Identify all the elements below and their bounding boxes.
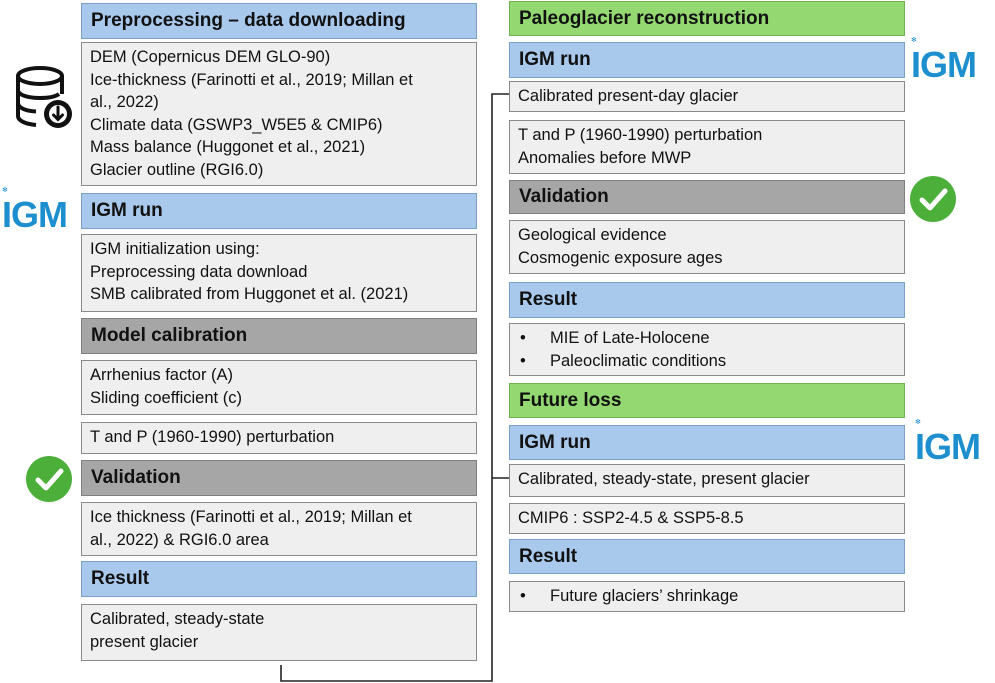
perturbation-item: T and P (1960-1990) perturbation [90, 428, 335, 446]
igm-logo: ✻ IGM [913, 418, 995, 462]
igm-logo-text: IGM [911, 44, 976, 80]
igm-run-header-right: IGM run [509, 42, 905, 78]
igm-init-item: IGM initialization using: [90, 240, 260, 258]
validation-header-right: Validation [509, 180, 905, 214]
validation-item: Geological evidence [518, 226, 667, 244]
preprocessing-item: al., 2022) [90, 93, 159, 111]
bullet-mark: • [520, 329, 526, 347]
calibration-item: Sliding coefficient (c) [90, 388, 242, 407]
preprocessing-item: Glacier outline (RGI6.0) [90, 160, 264, 179]
checkmark-icon [25, 455, 73, 503]
result-item: Calibrated, steady-state [90, 610, 265, 628]
calibrated-present-content: Calibrated present-day glacier [509, 81, 905, 112]
validation-item: al., 2022) & RGI6.0 area [90, 530, 269, 549]
validation-content-left: Ice thickness (Farinotti et al., 2019; M… [81, 502, 477, 556]
result-bullet: • Future glaciers’ shrinkage [518, 585, 898, 608]
validation-item: Cosmogenic exposure ages [518, 248, 723, 267]
perturbation-item: T and P (1960-1990) perturbation [518, 126, 763, 144]
calibrated-steady-item: Calibrated, steady-state, present glacie… [518, 470, 810, 488]
preprocessing-item: Climate data (GSWP3_W5E5 & CMIP6) [90, 115, 383, 134]
calibration-item: Arrhenius factor (A) [90, 366, 234, 384]
bullet-text: MIE of Late-Holocene [550, 329, 710, 347]
result-item: present glacier [90, 632, 199, 651]
bullet-text: Future glaciers’ shrinkage [550, 587, 739, 605]
result-label: Result [519, 545, 578, 567]
paleoglacier-label: Paleoglacier reconstruction [519, 7, 770, 29]
checkmark-icon [909, 175, 957, 223]
igm-run-header-label: IGM run [91, 200, 163, 221]
result-bullet: • MIE of Late-Holocene [518, 327, 898, 350]
paleoglacier-header: Paleoglacier reconstruction [509, 1, 905, 36]
result-header-left: Result [81, 561, 477, 597]
result-content-right: • MIE of Late-Holocene • Paleoclimatic con… [509, 323, 905, 376]
preprocessing-content: DEM (Copernicus DEM GLO-90) Ice-thicknes… [81, 42, 477, 186]
database-download-icon [14, 64, 74, 130]
bullet-mark: • [520, 587, 526, 605]
calibration-content: Arrhenius factor (A) Sliding coefficient… [81, 360, 477, 415]
bullet-text: Paleoclimatic conditions [550, 351, 727, 370]
igm-init-item: SMB calibrated from Huggonet et al. (202… [90, 285, 409, 303]
cmip6-item: CMIP6 : SSP2-4.5 & SSP5-8.5 [518, 509, 744, 527]
svg-text:✻: ✻ [911, 36, 917, 44]
future-loss-header: Future loss [509, 383, 905, 418]
igm-init-content: IGM initialization using: Preprocessing … [81, 234, 477, 312]
validation-label: Validation [91, 467, 181, 488]
result-label: Result [91, 568, 150, 589]
igm-run-header-label: IGM run [519, 431, 591, 453]
svg-text:✻: ✻ [2, 186, 8, 194]
future-result-content: • Future glaciers’ shrinkage [509, 581, 905, 612]
igm-logo-text: IGM [915, 426, 980, 462]
preprocessing-item: DEM (Copernicus DEM GLO-90) [90, 48, 331, 66]
future-loss-label: Future loss [519, 389, 622, 411]
preprocessing-header: Preprocessing – data downloading [81, 3, 477, 39]
result-content-left: Calibrated, steady-state present glacier [81, 604, 477, 661]
result-label: Result [519, 289, 578, 310]
model-calibration-label: Model calibration [91, 325, 248, 346]
calibrated-present-item: Calibrated present-day glacier [518, 87, 739, 105]
cmip6-content: CMIP6 : SSP2-4.5 & SSP5-8.5 [509, 503, 905, 534]
validation-label: Validation [519, 186, 609, 207]
igm-run-header-label: IGM run [519, 49, 591, 70]
perturbation-content-right: T and P (1960-1990) perturbation Anomali… [509, 120, 905, 174]
calibrated-steady-content: Calibrated, steady-state, present glacie… [509, 464, 905, 497]
result-header-future: Result [509, 539, 905, 574]
bullet-mark: • [520, 351, 526, 370]
result-header-right: Result [509, 282, 905, 318]
perturbation-content-left: T and P (1960-1990) perturbation [81, 422, 477, 454]
validation-content-right: Geological evidence Cosmogenic exposure … [509, 220, 905, 274]
validation-item: Ice thickness (Farinotti et al., 2019; M… [90, 508, 412, 526]
igm-init-item: Preprocessing data download [90, 262, 308, 281]
preprocessing-header-label: Preprocessing – data downloading [91, 10, 406, 31]
igm-logo-text: IGM [2, 194, 67, 230]
result-bullet: • Paleoclimatic conditions [518, 350, 898, 373]
igm-logo: ✻ IGM [909, 36, 991, 80]
igm-run-header-future: IGM run [509, 425, 905, 460]
preprocessing-item: Mass balance (Huggonet et al., 2021) [90, 138, 366, 156]
validation-header-left: Validation [81, 460, 477, 496]
preprocessing-item: Ice-thickness (Farinotti et al., 2019; M… [90, 70, 413, 89]
igm-run-header-left: IGM run [81, 193, 477, 229]
perturbation-item: Anomalies before MWP [518, 148, 692, 167]
svg-text:✻: ✻ [915, 418, 921, 426]
igm-logo: ✻ IGM [0, 186, 82, 230]
model-calibration-header: Model calibration [81, 318, 477, 354]
